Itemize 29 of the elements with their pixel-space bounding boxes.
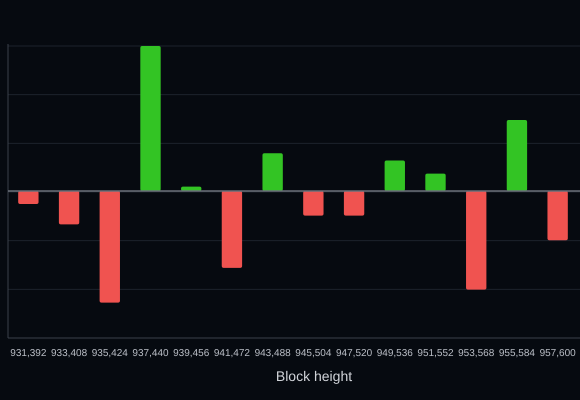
x-tick-label: 951,552 bbox=[417, 348, 454, 359]
bar bbox=[466, 191, 486, 290]
bar bbox=[100, 191, 120, 303]
bar bbox=[181, 186, 202, 191]
bar bbox=[58, 191, 80, 224]
x-tick-label: 945,504 bbox=[295, 348, 332, 359]
bar bbox=[547, 191, 568, 240]
bar bbox=[18, 191, 39, 204]
x-tick-label: 939,456 bbox=[173, 348, 210, 359]
x-tick-label: 957,600 bbox=[540, 348, 576, 359]
x-tick-label: 935,424 bbox=[92, 348, 128, 359]
bar bbox=[262, 153, 283, 191]
x-tick-label: 933,408 bbox=[50, 348, 88, 359]
x-tick-label: 949,536 bbox=[376, 348, 414, 359]
bar bbox=[425, 174, 446, 191]
x-tick-label: 937,440 bbox=[132, 348, 170, 359]
bar bbox=[506, 120, 528, 191]
x-tick-label: 931,392 bbox=[10, 348, 47, 359]
x-tick-label: 947,520 bbox=[336, 348, 373, 359]
bar bbox=[384, 160, 405, 191]
bar bbox=[303, 191, 324, 216]
x-axis-title: Block height bbox=[276, 368, 352, 384]
bar bbox=[222, 191, 242, 268]
x-tick-label: 941,472 bbox=[214, 348, 250, 359]
x-tick-label: 955,584 bbox=[498, 348, 536, 359]
bar bbox=[344, 191, 364, 216]
x-tick-label: 943,488 bbox=[254, 348, 292, 359]
bar bbox=[140, 46, 161, 191]
x-tick-label: 953,568 bbox=[458, 348, 495, 359]
